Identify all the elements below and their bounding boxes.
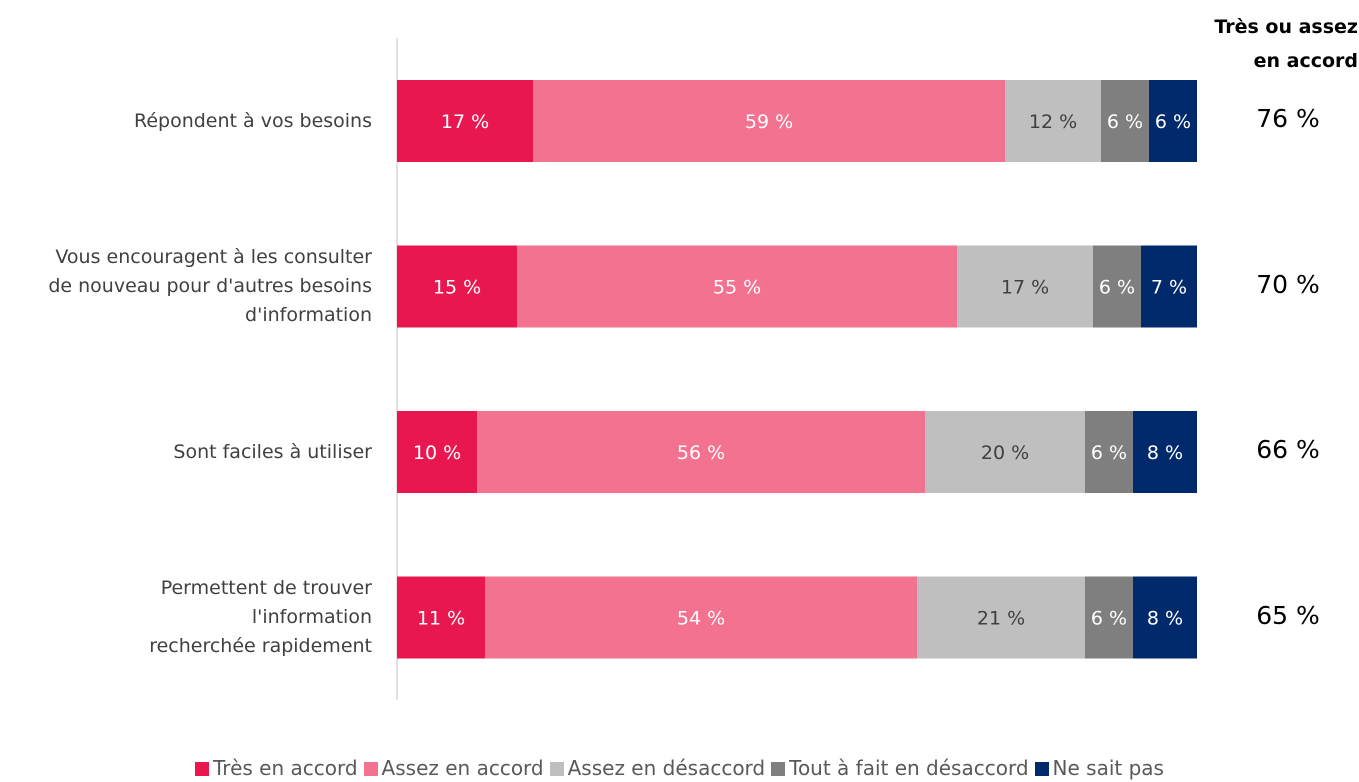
- bar-segment: [1101, 80, 1149, 162]
- total-value: 76 %: [1256, 104, 1320, 133]
- data-label: 17 %: [1001, 277, 1049, 299]
- legend-label: Ne sait pas: [1052, 756, 1164, 780]
- legend-label: Très en accord: [213, 756, 358, 780]
- bar-segment: [1149, 80, 1197, 162]
- legend: Très en accord Assez en accord Assez en dé…: [0, 756, 1359, 780]
- bar-segment: [397, 411, 477, 493]
- legend-swatch: [549, 762, 564, 776]
- category-label: Répondent à vos besoins: [133, 109, 372, 132]
- legend-item: Tout à fait en désaccord: [771, 756, 1029, 780]
- legend-swatch: [1034, 762, 1049, 776]
- bar-segment: [957, 245, 1093, 328]
- legend-swatch: [771, 762, 786, 776]
- data-label: 6 %: [1091, 608, 1127, 630]
- bar-segment: [1141, 245, 1197, 328]
- bar-segment: [397, 245, 517, 328]
- category-label: Sont faciles à utiliser: [173, 440, 372, 463]
- data-label: 54 %: [677, 608, 725, 630]
- legend-item: Très en accord: [195, 756, 358, 780]
- data-label: 7 %: [1151, 277, 1187, 299]
- category-label: Permettent de trouver l'information rech…: [149, 577, 372, 657]
- total-value: 70 %: [1256, 269, 1320, 299]
- data-label: 15 %: [433, 277, 481, 299]
- legend-label: Assez en désaccord: [567, 756, 766, 780]
- legend-item: Assez en désaccord: [549, 756, 766, 780]
- totals-header: Très ou assez en accord: [1214, 16, 1358, 72]
- bars-group: 17 % 59 % 12 % 6 % 6 % 15 % 55 % 17 % 6 % 7 % 10 %…: [397, 80, 1197, 659]
- bar-segment: [533, 80, 1005, 162]
- legend-swatch: [363, 762, 378, 776]
- bar-segment: [1085, 411, 1133, 493]
- bar-segment: [925, 411, 1085, 493]
- legend-label: Tout à fait en désaccord: [789, 756, 1029, 780]
- bar-segment: [1005, 80, 1101, 162]
- bar-segment: [477, 411, 925, 493]
- data-label: 12 %: [1029, 111, 1077, 133]
- data-label: 8 %: [1147, 608, 1183, 630]
- data-label: 6 %: [1091, 442, 1127, 464]
- data-label: 6 %: [1107, 111, 1143, 133]
- bar-segment: [397, 576, 485, 659]
- bar-segment: [1093, 245, 1141, 328]
- legend-label: Assez en accord: [381, 756, 544, 780]
- total-value: 65 %: [1256, 600, 1320, 630]
- data-label: 17 %: [441, 111, 489, 133]
- data-label: 11 %: [417, 608, 465, 630]
- bar-segment: [397, 80, 533, 162]
- category-label: Vous encouragent à les consulter de nouv…: [48, 246, 372, 326]
- bar-segment: [517, 245, 957, 328]
- legend-item: Ne sait pas: [1034, 756, 1164, 780]
- legend-item: Assez en accord: [363, 756, 544, 780]
- data-label: 59 %: [745, 111, 793, 133]
- legend-swatch: [195, 762, 210, 776]
- data-label: 10 %: [413, 442, 461, 464]
- bar-segment: [917, 576, 1085, 659]
- bar-segment: [485, 576, 917, 659]
- data-label: 6 %: [1099, 277, 1135, 299]
- bar-segment: [1133, 576, 1197, 659]
- data-label: 56 %: [677, 442, 725, 464]
- data-label: 6 %: [1155, 111, 1191, 133]
- data-label: 8 %: [1147, 442, 1183, 464]
- bar-segment: [1133, 411, 1197, 493]
- data-label: 20 %: [981, 442, 1029, 464]
- data-label: 55 %: [713, 277, 761, 299]
- data-label: 21 %: [977, 608, 1025, 630]
- total-value: 66 %: [1256, 435, 1320, 464]
- bar-segment: [1085, 576, 1133, 659]
